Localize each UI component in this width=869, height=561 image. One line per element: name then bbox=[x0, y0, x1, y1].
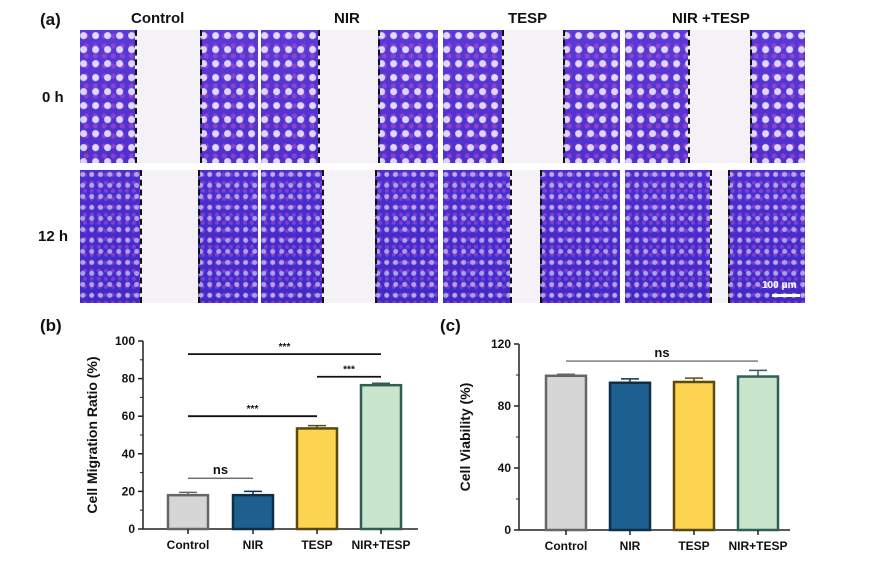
x-tick-label: TESP bbox=[301, 538, 332, 552]
scale-bar-label: 100 μm bbox=[762, 280, 797, 291]
panel-b-label: (b) bbox=[40, 316, 62, 335]
wound-edge-line bbox=[510, 170, 512, 303]
y-tick-label: 20 bbox=[122, 484, 136, 498]
y-tick-label: 100 bbox=[115, 334, 135, 348]
wound-edge-line bbox=[322, 170, 324, 303]
x-tick-label: NIR bbox=[243, 538, 264, 552]
wound-edge-line bbox=[710, 170, 712, 303]
cell-layer bbox=[261, 170, 322, 303]
y-tick-label: 40 bbox=[498, 461, 512, 475]
cell-layer bbox=[261, 30, 318, 163]
significance-label: ns bbox=[213, 462, 228, 477]
micrograph-1-1 bbox=[261, 170, 438, 303]
significance-label: *** bbox=[247, 404, 259, 415]
micrograph-1-2 bbox=[443, 170, 620, 303]
panel-c-label: (c) bbox=[440, 316, 461, 335]
cell-layer bbox=[80, 30, 135, 163]
cell-layer bbox=[378, 30, 438, 163]
cell-layer bbox=[375, 170, 438, 303]
wound-edge-line bbox=[502, 30, 504, 163]
column-label-nir: NIR bbox=[334, 10, 360, 27]
bar-nir-tesp bbox=[736, 375, 780, 532]
column-label-nir-tesp: NIR +TESP bbox=[672, 10, 750, 27]
cell-layer bbox=[625, 30, 688, 163]
wound-edge-line bbox=[140, 170, 142, 303]
wound-edge-line bbox=[540, 170, 542, 303]
cell-layer bbox=[728, 170, 805, 303]
micrograph-1-3 bbox=[625, 170, 805, 303]
wound-edge-line bbox=[728, 170, 730, 303]
bar-tesp bbox=[672, 380, 716, 532]
row-label-0h: 0 h bbox=[42, 89, 64, 106]
column-label-control: Control bbox=[131, 10, 185, 27]
row-label-12h: 12 h bbox=[38, 228, 69, 245]
cell-layer bbox=[540, 170, 620, 303]
wound-edge-line bbox=[750, 30, 752, 163]
cell-layer bbox=[443, 170, 510, 303]
y-axis-label: Cell Viability (%) bbox=[457, 383, 473, 492]
panel-a-label: (a) bbox=[40, 10, 61, 29]
cell-layer bbox=[750, 30, 805, 163]
cell-layer bbox=[625, 170, 710, 303]
column-label-tesp: TESP bbox=[508, 10, 548, 27]
micrograph-0-1 bbox=[261, 30, 438, 163]
wound-edge-line bbox=[563, 30, 565, 163]
x-tick-label: NIR+TESP bbox=[351, 538, 410, 552]
wound-edge-line bbox=[135, 30, 137, 163]
significance-label: ns bbox=[654, 345, 669, 360]
bar-control bbox=[166, 493, 210, 531]
cell-layer bbox=[80, 170, 140, 303]
significance-label: *** bbox=[279, 342, 291, 353]
y-tick-label: 40 bbox=[122, 447, 136, 461]
wound-edge-line bbox=[378, 30, 380, 163]
cell-layer bbox=[200, 30, 258, 163]
x-tick-label: Control bbox=[545, 539, 588, 553]
bar-tesp bbox=[295, 427, 339, 531]
x-tick-label: TESP bbox=[678, 539, 709, 553]
y-tick-label: 0 bbox=[504, 523, 511, 537]
y-tick-label: 80 bbox=[122, 372, 136, 386]
wound-edge-line bbox=[688, 30, 690, 163]
cell-layer bbox=[563, 30, 620, 163]
y-axis-label: Cell Migration Ratio (%) bbox=[84, 356, 100, 513]
significance-label: *** bbox=[343, 365, 355, 376]
scale-bar bbox=[772, 294, 800, 297]
wound-edge-line bbox=[198, 170, 200, 303]
bar-control bbox=[544, 374, 588, 532]
y-tick-label: 80 bbox=[498, 399, 512, 413]
y-tick-label: 60 bbox=[122, 409, 136, 423]
micrograph-1-0 bbox=[80, 170, 258, 303]
cell-layer bbox=[198, 170, 258, 303]
y-tick-label: 0 bbox=[128, 522, 135, 536]
x-tick-label: Control bbox=[167, 538, 210, 552]
wound-edge-line bbox=[318, 30, 320, 163]
y-tick-label: 120 bbox=[491, 337, 511, 351]
wound-edge-line bbox=[200, 30, 202, 163]
wound-edge-line bbox=[375, 170, 377, 303]
bar-nir bbox=[608, 381, 652, 532]
micrograph-0-3 bbox=[625, 30, 805, 163]
micrograph-0-0 bbox=[80, 30, 258, 163]
micrograph-0-2 bbox=[443, 30, 620, 163]
cell-layer bbox=[443, 30, 502, 163]
bar-nir bbox=[231, 493, 275, 531]
bar-nir-tesp bbox=[359, 383, 403, 531]
x-tick-label: NIR+TESP bbox=[728, 539, 787, 553]
x-tick-label: NIR bbox=[620, 539, 641, 553]
